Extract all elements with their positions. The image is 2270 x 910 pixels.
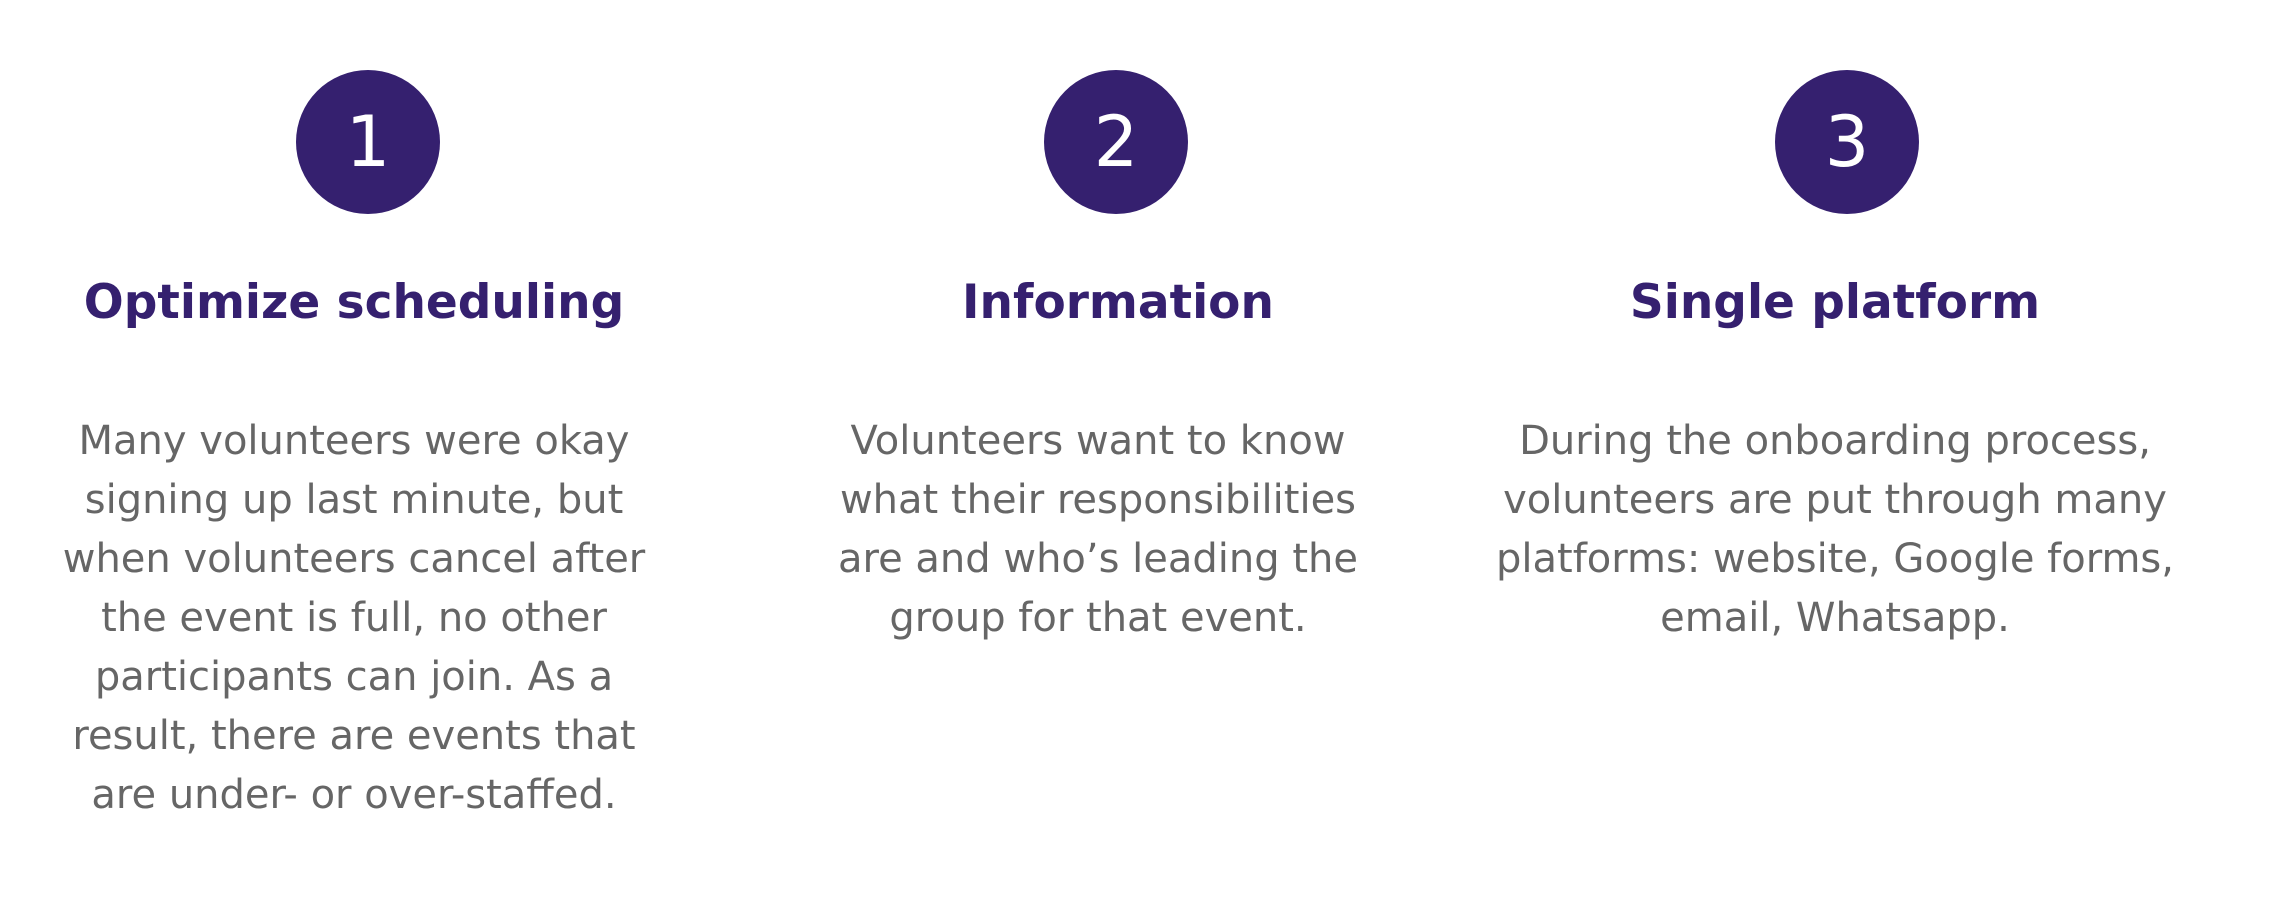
step-1-description-line: signing up last minute, but (84, 477, 624, 523)
step-2-description: Volunteers want to know what their respo… (748, 412, 1448, 648)
step-2-column: 2 Information Volunteers want to know wh… (748, 0, 1448, 910)
step-2-number-badge: 2 (1044, 70, 1188, 214)
step-3-description-line: email, Whatsapp. (1660, 595, 2010, 641)
step-2-description-line: group for that event. (889, 595, 1307, 641)
step-1-description-line: when volunteers cancel after (62, 536, 646, 582)
step-3-description-line: volunteers are put through many (1503, 477, 2167, 523)
step-2-description-line: are and who’s leading the (837, 536, 1359, 582)
step-1-description: Many volunteers were okay signing up las… (4, 412, 704, 825)
step-1-description-line: the event is full, no other (101, 595, 607, 641)
step-3-description-line: platforms: website, Google forms, (1496, 536, 2174, 582)
step-2-description-line: Volunteers want to know (850, 418, 1346, 464)
step-1-description-line: participants can join. As a (94, 654, 614, 700)
step-2-title: Information (962, 275, 1274, 330)
step-3-description: During the onboarding process, volunteer… (1485, 412, 2185, 648)
step-1-column: 1 Optimize scheduling Many volunteers we… (4, 0, 704, 910)
step-3-number-badge: 3 (1775, 70, 1919, 214)
step-3-description-line: During the onboarding process, (1519, 418, 2151, 464)
step-1-description-line: result, there are events that (72, 713, 636, 759)
step-1-number-badge: 1 (296, 70, 440, 214)
step-1-description-line: are under- or over-staffed. (91, 772, 617, 818)
step-2-description-line: what their responsibilities (839, 477, 1357, 523)
step-3-column: 3 Single platform During the onboarding … (1485, 0, 2185, 910)
step-1-description-line: Many volunteers were okay (78, 418, 630, 464)
step-1-title: Optimize scheduling (83, 275, 625, 330)
step-3-title: Single platform (1629, 275, 2041, 330)
